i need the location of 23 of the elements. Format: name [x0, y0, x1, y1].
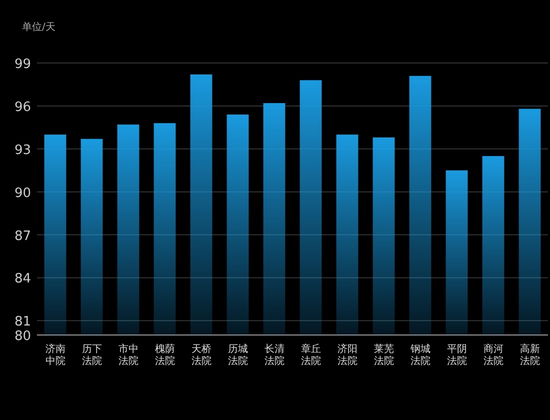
x-tick-label: 高新法院: [520, 343, 540, 367]
x-tick-label: 历下法院: [82, 344, 102, 367]
x-tick-label: 章丘法院: [300, 343, 321, 367]
y-tick-label: 90: [14, 186, 31, 201]
y-tick-label: 81: [14, 314, 31, 330]
y-tick-label: 84: [14, 272, 31, 287]
x-tick-label: 槐荫法院: [154, 343, 175, 367]
x-tick-label: 天桥法院: [191, 343, 212, 367]
y-tick-label: 87: [14, 228, 31, 244]
x-tick-label: 济南中院: [45, 343, 66, 367]
x-tick-label: 钢城法院: [409, 343, 430, 367]
y-tick-label: 96: [14, 100, 31, 115]
x-tick-label: 市中法院: [118, 343, 138, 367]
x-tick-label: 历城法院: [228, 343, 248, 367]
x-tick-label: 济阳法院: [337, 343, 358, 367]
x-tick-label: 莱芜法院: [374, 343, 394, 367]
x-tick-label: 平阴法院: [446, 344, 467, 367]
y-tick-label: 80: [14, 329, 31, 344]
x-tick-label: 长清法院: [264, 343, 284, 367]
y-axis-title: 单位/天: [22, 21, 56, 33]
y-tick-label: 93: [14, 142, 31, 158]
y-tick-label: 99: [14, 57, 31, 72]
x-tick-label: 商河法院: [483, 343, 504, 367]
